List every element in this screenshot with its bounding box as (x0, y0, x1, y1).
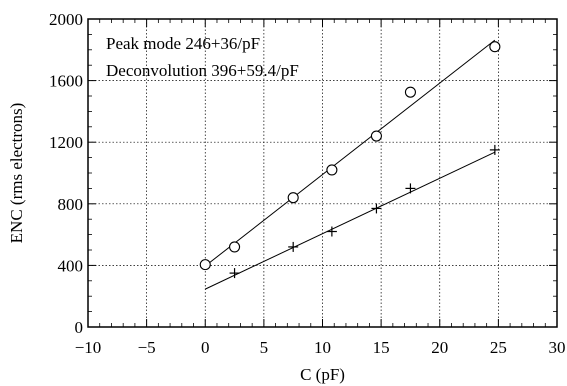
grid-lines (88, 19, 557, 327)
legend-entry: Deconvolution 396+59.4/pF (106, 61, 299, 80)
circle-point (370, 130, 382, 142)
fit-lines (204, 39, 496, 290)
data-points (199, 41, 501, 279)
circle-point (229, 241, 241, 253)
axis-ticks (87, 18, 558, 328)
circle-point (489, 41, 501, 53)
plus-point (405, 183, 416, 194)
plus-point (371, 203, 382, 214)
fit-line-2 (205, 151, 496, 290)
x-tick-label: 25 (490, 338, 507, 357)
y-tick-label: 2000 (49, 10, 83, 29)
x-axis-label: C (pF) (300, 365, 345, 384)
circle-point (287, 192, 299, 204)
x-tick-label: 30 (549, 338, 566, 357)
x-tick-label: 5 (260, 338, 269, 357)
circle-point (326, 164, 338, 176)
y-tick-label: 1600 (49, 72, 83, 91)
legend: Peak mode 246+36/pF Deconvolution 396+59.… (106, 34, 299, 80)
plus-point (288, 241, 299, 252)
y-axis-label: ENC (rms electrons) (7, 103, 26, 244)
fit-line-1 (204, 39, 496, 267)
x-tick-label: 15 (373, 338, 390, 357)
plus-point (326, 226, 337, 237)
circle-point (199, 259, 211, 271)
x-tick-label: 0 (201, 338, 210, 357)
legend-entry: Peak mode 246+36/pF (106, 34, 260, 53)
x-tick-label: −5 (138, 338, 156, 357)
x-tick-label: 20 (431, 338, 448, 357)
plus-point (489, 144, 500, 155)
x-tick-label: 10 (314, 338, 331, 357)
y-tick-label: 1200 (49, 133, 83, 152)
y-tick-label: 800 (58, 195, 84, 214)
plus-point (229, 268, 240, 279)
circle-point (404, 86, 416, 98)
tick-labels: −10 −5 0 5 10 15 20 25 30 0 400 800 1200 1600 2000 (49, 10, 566, 357)
x-tick-label: −10 (75, 338, 102, 357)
y-tick-label: 0 (75, 318, 84, 337)
y-tick-label: 400 (58, 256, 84, 275)
